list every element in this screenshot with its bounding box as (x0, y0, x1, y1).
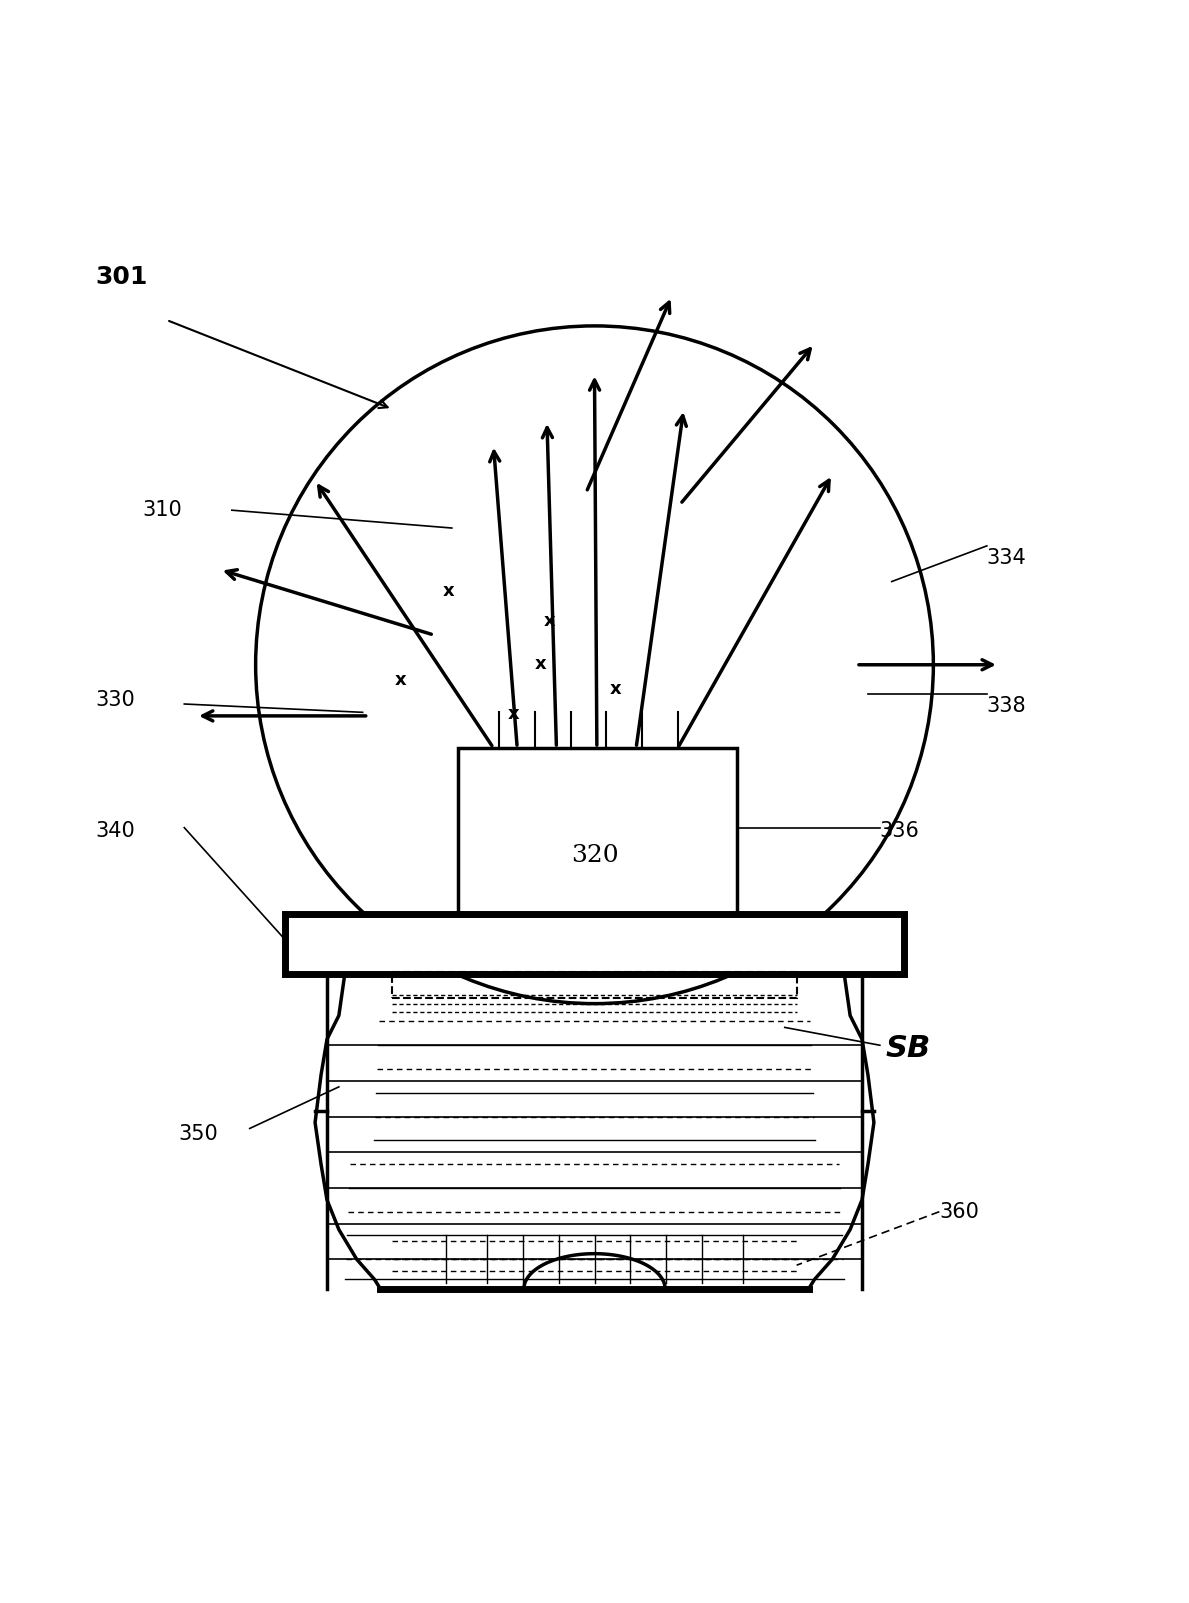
Text: x: x (610, 680, 622, 697)
Text: 340: 340 (95, 821, 134, 842)
Text: x: x (543, 612, 555, 630)
Text: 310: 310 (143, 500, 182, 519)
Text: 336: 336 (880, 821, 920, 842)
Text: x: x (442, 582, 454, 600)
Bar (392, 971, 797, 997)
Text: 320: 320 (571, 843, 618, 867)
Text: SB: SB (886, 1034, 931, 1063)
Text: 330: 330 (95, 691, 134, 710)
Text: 360: 360 (939, 1202, 980, 1221)
Text: 350: 350 (178, 1124, 218, 1145)
Bar (285, 914, 904, 975)
Text: x: x (395, 672, 407, 689)
Text: 301: 301 (95, 264, 147, 289)
Text: 338: 338 (987, 696, 1026, 717)
Text: x: x (508, 704, 520, 723)
Text: 334: 334 (987, 548, 1026, 567)
Bar (458, 749, 737, 920)
Text: x: x (535, 654, 547, 673)
